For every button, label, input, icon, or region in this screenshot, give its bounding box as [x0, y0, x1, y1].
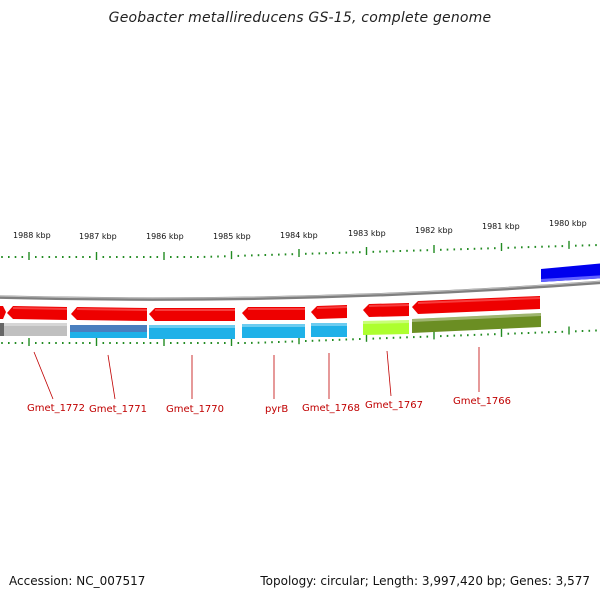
gene-label-gmet-1767[interactable]: Gmet_1767 [365, 400, 423, 411]
upper-tick-track [1, 240, 597, 260]
gene-label-gmet-1766[interactable]: Gmet_1766 [453, 396, 511, 407]
kbp-label: 1987 kbp [79, 232, 117, 241]
genome-summary-text: Topology: circular; Length: 3,997,420 bp… [260, 574, 590, 588]
accession-text: Accession: NC_007517 [9, 574, 146, 588]
kbp-label: 1988 kbp [13, 231, 51, 240]
cds-bar-pyrb[interactable] [242, 324, 305, 338]
kbp-label: 1984 kbp [280, 231, 318, 240]
cds-bar-gmet-1770[interactable] [149, 325, 235, 339]
cds-bar-gmet-1771-lower [70, 332, 147, 338]
gene-label-gmet-1771[interactable]: Gmet_1771 [89, 404, 147, 415]
gene-label-gmet-1770[interactable]: Gmet_1770 [166, 404, 224, 415]
cds-bar-gmet-1767[interactable] [363, 320, 409, 335]
gene-label-gmet-1772[interactable]: Gmet_1772 [27, 403, 85, 414]
genome-title: Geobacter metallireducens GS-15, complet… [108, 10, 492, 26]
kbp-label: 1982 kbp [415, 226, 453, 235]
gene-arrow-gmet-1766[interactable] [412, 296, 540, 314]
kbp-label: 1981 kbp [482, 222, 520, 231]
gene-arrow-pyrb[interactable] [242, 307, 305, 320]
genome-backbone-highlight [0, 280, 600, 299]
kbp-label: 1985 kbp [213, 232, 251, 241]
gene-label-leaders [33, 347, 480, 400]
cds-bar-gmet-1772[interactable] [4, 323, 67, 336]
cds-bar-gmet-1768[interactable] [311, 323, 347, 337]
gene-arrow-highlights [13, 297, 540, 311]
cds-bar-highlights [4, 313, 541, 328]
gene-label-gmet-1768[interactable]: Gmet_1768 [302, 403, 360, 414]
gene-arrow-gmet-1773[interactable] [0, 306, 6, 319]
kbp-label: 1980 kbp [549, 219, 587, 228]
genome-backbone [0, 280, 600, 301]
cds-bar-gmet-1773[interactable] [0, 323, 4, 336]
lower-tick-track [1, 326, 597, 346]
cds-bar-gmet-1766[interactable] [412, 313, 541, 333]
gene-arrow-gmet-1770[interactable] [149, 308, 235, 321]
kbp-label: 1986 kbp [146, 232, 184, 241]
kbp-label: 1983 kbp [348, 229, 386, 238]
reverse-gene-arrow-shade [541, 275, 600, 282]
gene-label-pyrb[interactable]: pyrB [265, 404, 288, 415]
